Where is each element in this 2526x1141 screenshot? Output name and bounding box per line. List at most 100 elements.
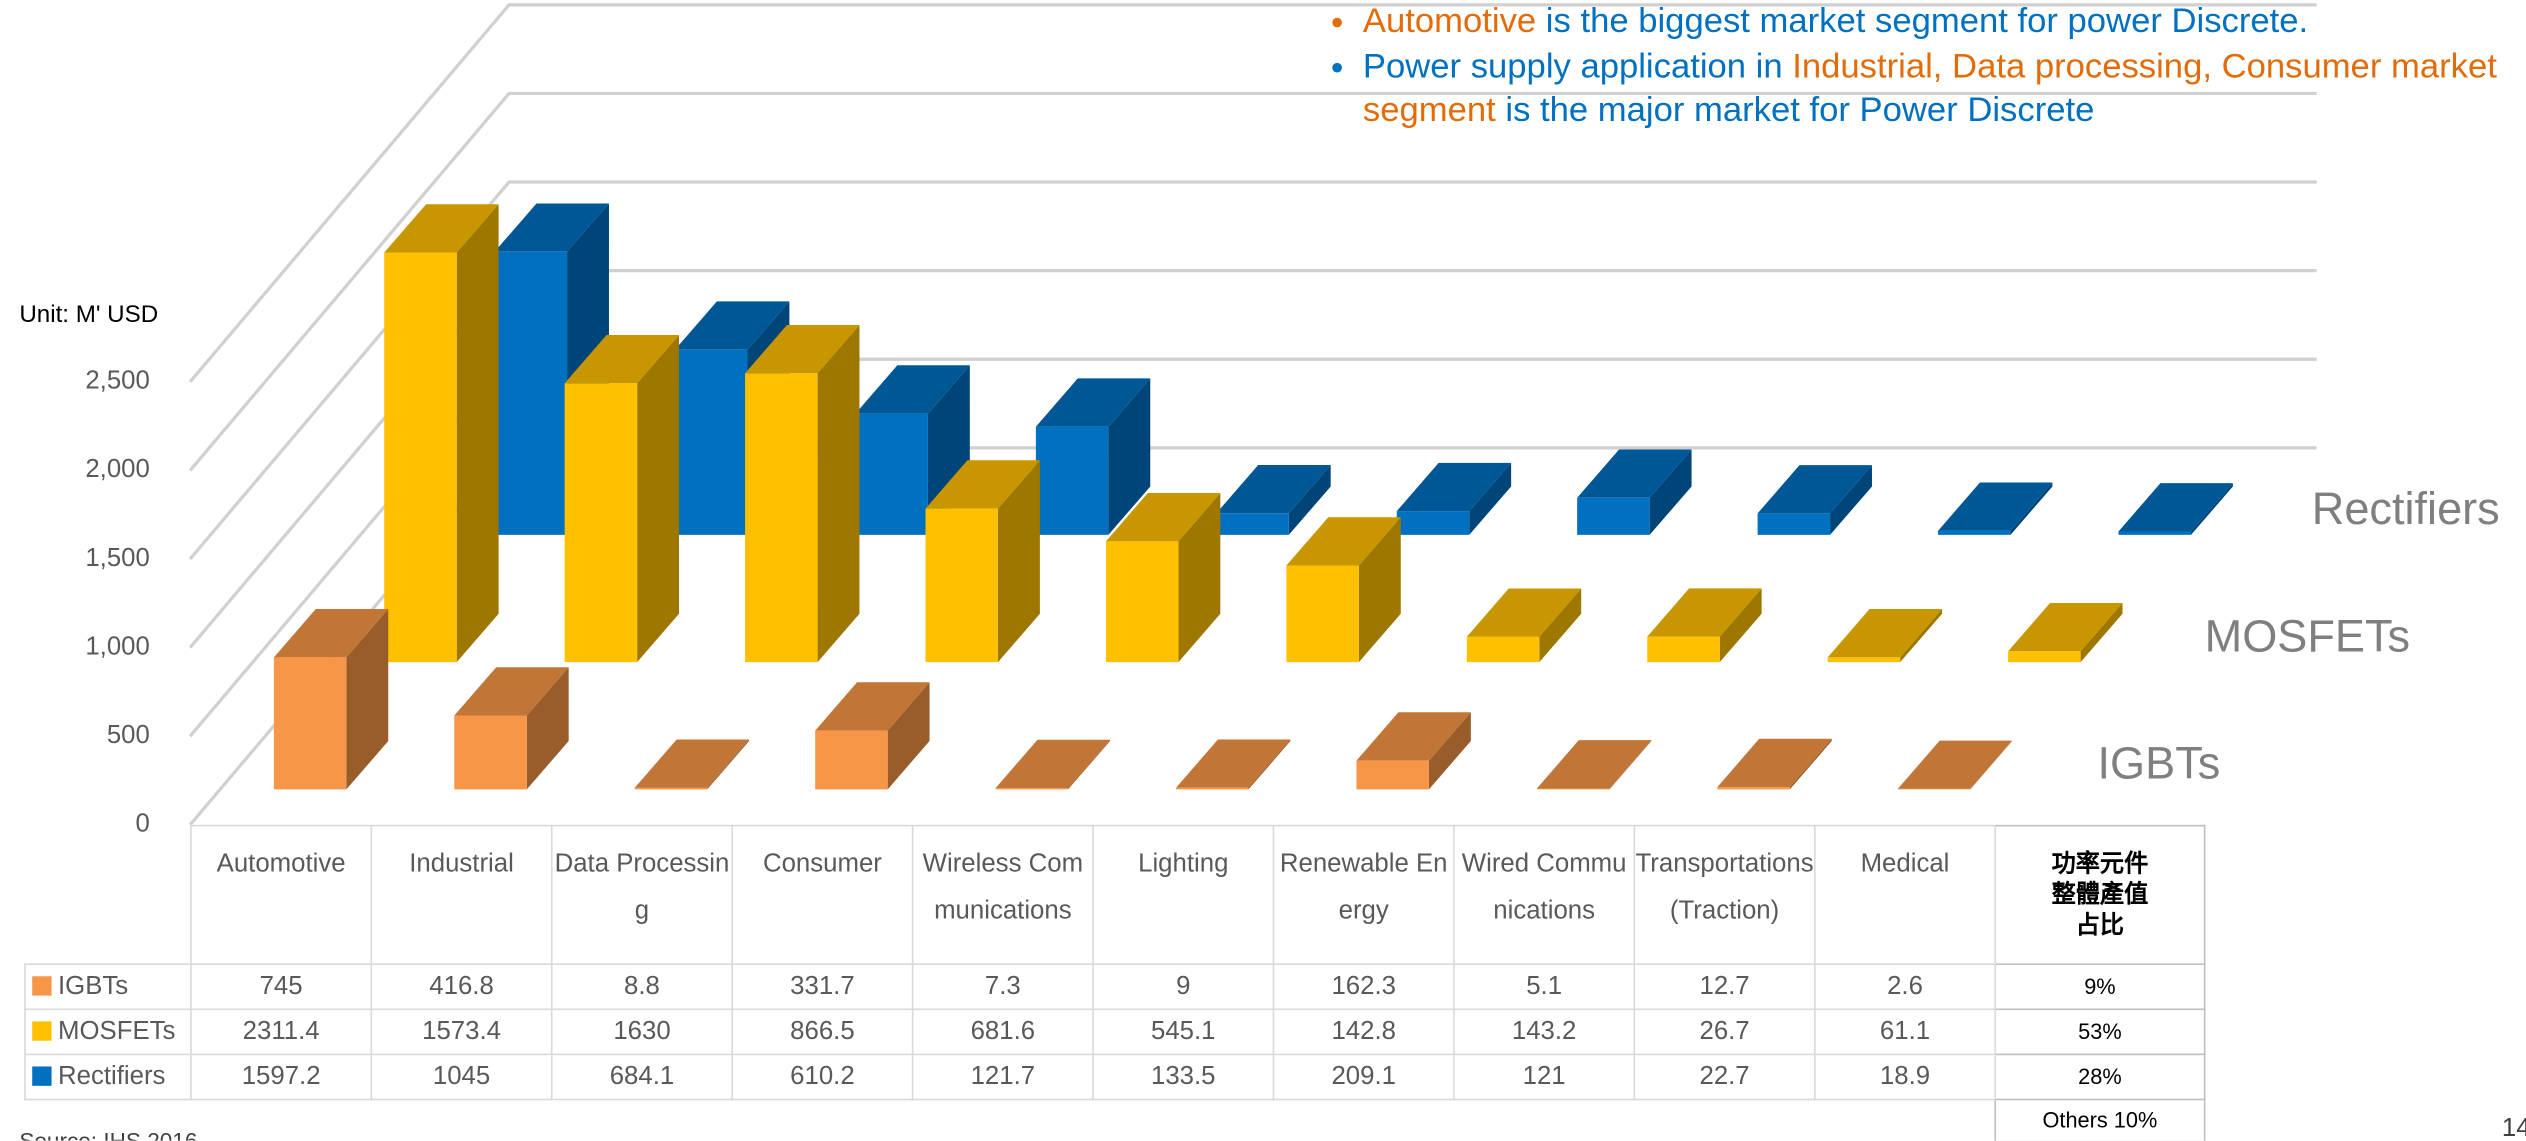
bar-front (925, 508, 999, 663)
row-label: Rectifiers (24, 1053, 192, 1101)
legend-label: IGBTs (57, 972, 129, 1000)
value-cell: 142.8 (1272, 1008, 1455, 1056)
value-cell: 12.7 (1633, 963, 1816, 1011)
category-cell: Transportations (Traction) (1633, 824, 1816, 965)
value-cell: 5.1 (1453, 963, 1636, 1011)
bar-side (456, 204, 499, 663)
bar-front (1286, 565, 1359, 663)
share-header: 功率元件 整體產值 占比 (1994, 824, 2206, 965)
grid-line (188, 180, 2317, 561)
category-cell: Industrial (370, 824, 553, 965)
y-tick-label: 500 (107, 721, 150, 749)
value-cell: 26.7 (1633, 1008, 1816, 1056)
category-cell: Automotive (190, 824, 373, 965)
bar-top (1105, 493, 1221, 542)
bar (1757, 465, 1872, 535)
bar-front (1717, 787, 1790, 790)
value-cell: 22.7 (1633, 1053, 1816, 1101)
value-cell: 2311.4 (190, 1008, 373, 1056)
bar (1577, 449, 1692, 535)
bar-front (1938, 530, 2011, 535)
value-cell: 121.7 (911, 1053, 1094, 1101)
bar-top (1356, 712, 1471, 761)
bar (634, 739, 750, 790)
bar-side (1830, 465, 1872, 535)
bar-top (1286, 517, 1401, 566)
bar-front (2008, 651, 2081, 663)
value-cell: 684.1 (550, 1053, 734, 1101)
category-cell: Medical (1813, 824, 1997, 965)
bar-front (1105, 541, 1179, 663)
bar-front (454, 715, 527, 790)
value-cell: 545.1 (1092, 1008, 1275, 1056)
bar-top (1827, 609, 1943, 658)
bar (1466, 588, 1582, 663)
value-cell: 416.8 (370, 963, 553, 1011)
bar-front (995, 788, 1069, 790)
value-cell: 1045 (370, 1053, 553, 1101)
bar-side (1068, 739, 1110, 790)
bar (454, 667, 569, 790)
bar-top (564, 334, 680, 384)
bar (273, 609, 389, 790)
value-cell: 1630 (550, 1008, 734, 1056)
bar-side (2010, 482, 2053, 535)
data-row: Rectifiers 1597.2 1045 684.1 610.2 121.7 133.5… (24, 1053, 2206, 1101)
bullet: Power supply application in Industrial, … (1363, 44, 2526, 133)
value-cell: 162.3 (1272, 963, 1455, 1011)
bar (1356, 712, 1471, 790)
bar-side (346, 609, 389, 790)
value-cell: 209.1 (1272, 1053, 1455, 1101)
row-label: IGBTs (24, 963, 192, 1011)
bar-top (745, 324, 860, 374)
category-cell: Consumer (731, 824, 914, 965)
value-cell: 133.5 (1092, 1053, 1275, 1101)
bar-front (634, 787, 708, 790)
category-cell: Wireless Communications (911, 824, 1094, 965)
value-cell: 2.6 (1813, 963, 1997, 1011)
legend-label: MOSFETs (57, 1017, 176, 1045)
bar-side (1539, 588, 1582, 663)
bar (1035, 378, 1151, 535)
bar-side (998, 460, 1040, 663)
bar-top (494, 203, 609, 252)
bar-side (1428, 712, 1471, 790)
bar-top (1647, 588, 1762, 637)
bar-top (273, 609, 389, 658)
legend-label: Rectifiers (57, 1062, 166, 1090)
value-cell: 1573.4 (370, 1008, 553, 1056)
bar-top (1216, 464, 1331, 514)
bullet-text: is the biggest market segment for power … (1536, 1, 2309, 41)
bar-front (855, 413, 928, 535)
bar (995, 739, 1110, 790)
bar-side (1469, 462, 1512, 535)
category-cell: Lighting (1092, 824, 1275, 965)
series-label: MOSFETs (2205, 610, 2410, 661)
empty-cell (1815, 1100, 1995, 1141)
data-row: MOSFETs 2311.4 1573.4 1630 866.5 681.6 545.1 14… (24, 1008, 2206, 1056)
bar-top (2118, 483, 2233, 532)
bar-front (1757, 513, 1831, 535)
bar (925, 460, 1040, 663)
bar (1827, 609, 1943, 663)
grid-line (188, 91, 2317, 472)
bar (1105, 493, 1221, 663)
empty-cell (732, 1100, 912, 1141)
bar-top (1396, 462, 1512, 512)
bar (384, 204, 499, 663)
bar-top (1897, 740, 2013, 789)
value-cell: 121 (1453, 1053, 1636, 1101)
bar-top (384, 204, 499, 253)
bar-front (1647, 636, 1720, 663)
bar-side (1609, 740, 1652, 790)
empty-cell (1454, 1100, 1634, 1141)
bar-front (745, 373, 818, 663)
value-cell: 143.2 (1453, 1008, 1636, 1056)
others-cell: Others 10% (1994, 1098, 2206, 1141)
empty-cell (913, 1100, 1093, 1141)
bar-front (1396, 511, 1470, 535)
bullet-text: Power supply application in (1362, 45, 1793, 85)
value-cell: 331.7 (731, 963, 914, 1011)
